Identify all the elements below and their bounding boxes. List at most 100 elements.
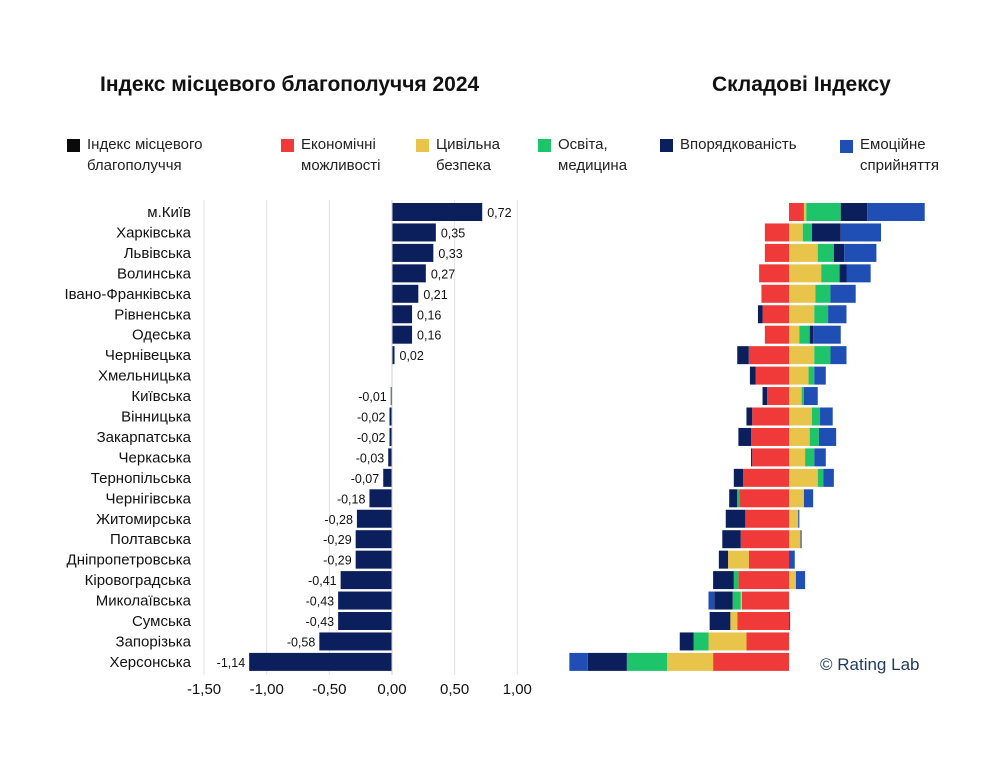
region-label: Вінницька — [121, 409, 192, 426]
component-bar-segment — [693, 632, 709, 651]
legend-swatch-economic — [281, 139, 294, 152]
component-bar-segment — [823, 468, 834, 487]
value-label: -0,29 — [323, 533, 352, 547]
value-label: 0,21 — [423, 288, 447, 302]
component-bar-segment — [789, 489, 804, 508]
region-label: Чернігівська — [106, 490, 192, 507]
component-bar-segment — [757, 305, 763, 324]
legend-swatch-education — [538, 139, 551, 152]
index-bar — [392, 264, 426, 283]
component-bar-segment — [743, 468, 789, 487]
component-bar-segment — [814, 448, 826, 467]
component-bar-segment — [746, 407, 753, 426]
region-label: Миколаївська — [96, 593, 192, 610]
component-bar-segment — [789, 427, 810, 446]
value-label: -0,41 — [308, 574, 337, 588]
component-bar-segment — [732, 591, 741, 610]
index-bar — [249, 652, 392, 671]
component-bar-segment — [746, 632, 789, 651]
component-bar-segment — [762, 387, 768, 406]
index-bar — [390, 387, 393, 406]
component-bar-segment — [569, 652, 588, 671]
index-bar — [392, 203, 483, 221]
component-bar-segment — [812, 407, 821, 426]
region-label: Хмельницька — [98, 368, 192, 385]
index-bar — [340, 571, 392, 590]
component-bar-segment — [708, 632, 747, 651]
component-bar-segment — [626, 652, 668, 671]
component-bar-segment — [764, 223, 789, 242]
component-bar-segment — [789, 530, 801, 549]
component-bar-segment — [820, 407, 833, 426]
value-label: -0,02 — [357, 411, 386, 425]
region-label: Запорізька — [116, 633, 192, 650]
component-bar-segment — [799, 325, 810, 344]
component-bar-segment — [728, 550, 749, 569]
component-bar-segment — [846, 264, 871, 283]
legend-label-index: Індекс місцевого благополуччя — [87, 136, 203, 174]
component-bar-segment — [789, 223, 803, 242]
component-bar-segment — [709, 612, 731, 630]
component-bar-segment — [817, 468, 824, 487]
component-bar-segment — [789, 407, 812, 426]
component-bar-segment — [714, 591, 733, 610]
component-bar-segment — [725, 509, 746, 528]
component-bar-segment — [789, 366, 809, 385]
region-label: м.Київ — [147, 204, 191, 221]
value-label: 0,16 — [417, 329, 441, 343]
component-bar-segment — [789, 468, 818, 487]
component-bar-segment — [767, 387, 789, 406]
value-label: -0,43 — [306, 595, 335, 609]
component-bar-segment — [789, 264, 822, 283]
value-label: -0,18 — [337, 492, 366, 506]
value-label: -0,28 — [324, 513, 353, 527]
component-bar-segment — [740, 591, 742, 610]
component-bar-segment — [741, 591, 789, 610]
region-label: Волинська — [117, 265, 192, 282]
component-bar-segment — [749, 366, 756, 385]
legend-label-safety: Цивільна безпека — [436, 136, 500, 174]
component-bar-segment — [814, 346, 831, 365]
component-bar-segment — [713, 652, 789, 671]
component-bar-segment — [587, 652, 627, 671]
component-bar-segment — [821, 264, 840, 283]
component-bar-segment — [802, 223, 812, 242]
component-bar-segment — [764, 243, 789, 262]
region-label: Одеська — [132, 327, 192, 344]
region-label: Житомирська — [96, 511, 192, 528]
component-bar-segment — [795, 571, 806, 590]
component-bar-segment — [733, 571, 739, 590]
index-bar — [392, 325, 413, 344]
component-bar-segment — [738, 427, 752, 446]
component-bar-segment — [840, 223, 881, 242]
x-tick-label: -1,50 — [187, 681, 221, 698]
component-bar-segment — [751, 448, 753, 467]
credit-text: © Rating Lab — [820, 655, 920, 674]
x-tick-label: -1,00 — [250, 681, 284, 698]
index-bar — [356, 509, 392, 528]
component-bar-segment — [759, 264, 789, 283]
component-bar-segment — [789, 284, 816, 303]
component-bar-segment — [739, 489, 789, 508]
component-bar-segment — [667, 652, 714, 671]
component-bar-segment — [789, 550, 795, 569]
component-bar-segment — [867, 203, 925, 221]
component-bar-segment — [761, 284, 789, 303]
component-bar-segment — [803, 387, 818, 406]
component-bar-segment — [809, 427, 819, 446]
component-bar-segment — [801, 387, 804, 406]
component-bar-segment — [751, 427, 789, 446]
component-bar-segment — [789, 509, 799, 528]
component-bar-segment — [708, 591, 715, 610]
component-bar-segment — [740, 530, 789, 549]
component-bar-segment — [730, 612, 738, 630]
component-bar-segment — [789, 243, 818, 262]
component-bar-segment — [800, 530, 802, 549]
value-label: 0,35 — [441, 226, 465, 240]
component-bar-segment — [806, 203, 841, 221]
component-bar-segment — [813, 325, 841, 344]
index-bar — [369, 489, 392, 508]
component-bar-segment — [808, 366, 815, 385]
component-bar-segment — [752, 407, 789, 426]
value-label: -0,43 — [306, 615, 335, 629]
